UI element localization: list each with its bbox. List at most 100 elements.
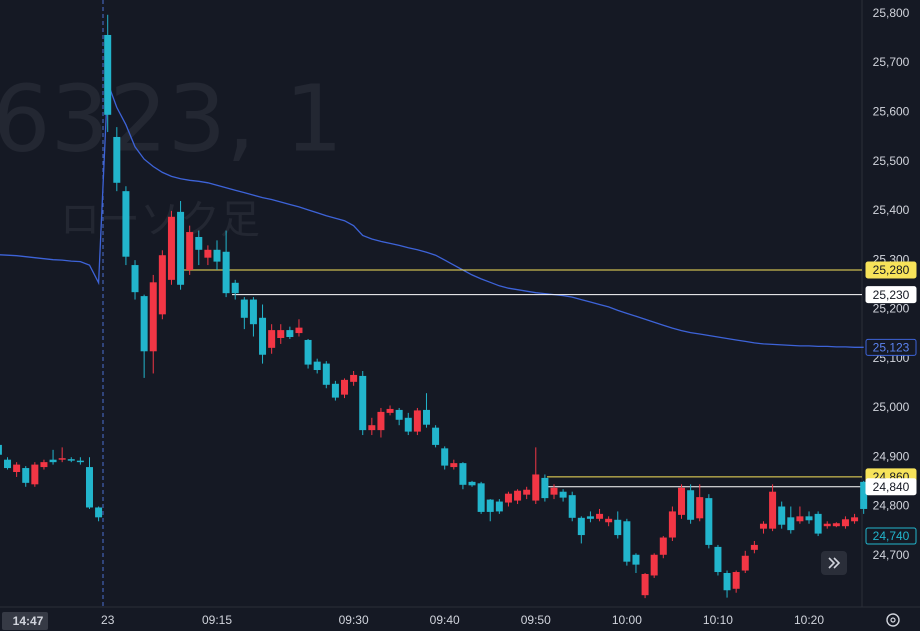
candle-body	[350, 374, 358, 382]
candle-body	[832, 523, 840, 527]
candle-body	[459, 463, 467, 485]
x-tick-label: 09:40	[430, 613, 460, 627]
candle-body	[495, 501, 503, 512]
candle-body	[286, 330, 294, 338]
candle-body	[559, 491, 567, 498]
candle-body	[95, 507, 103, 518]
candle-body	[249, 299, 257, 325]
x-tick-label: 23	[101, 613, 115, 627]
candle-body	[149, 282, 157, 352]
candle-body	[741, 555, 749, 571]
candle-body	[177, 211, 185, 285]
candle-body	[13, 464, 21, 473]
price-label: 25,230	[873, 288, 910, 302]
settings-icon[interactable]	[886, 613, 900, 627]
watermark-sub: ローソク足	[60, 197, 260, 243]
candle-body	[85, 467, 93, 508]
y-tick-label: 25,200	[873, 302, 910, 316]
candle-body	[504, 493, 512, 503]
candle-body	[678, 487, 686, 515]
candle-body	[650, 554, 658, 576]
candle-body	[22, 468, 30, 483]
candle-body	[732, 572, 740, 589]
y-tick-label: 25,000	[873, 400, 910, 414]
candle-body	[523, 489, 531, 495]
candle-body	[140, 296, 148, 352]
candle-body	[313, 361, 321, 371]
candle-body	[213, 249, 221, 262]
candle-body	[550, 487, 558, 495]
crosshair-label: 14:47	[13, 614, 44, 628]
y-tick-label: 25,700	[873, 55, 910, 69]
candle-body	[31, 464, 39, 485]
y-tick-label: 24,800	[873, 499, 910, 513]
candle-body	[368, 425, 376, 431]
candle-body	[40, 462, 48, 468]
price-label-box	[865, 338, 917, 356]
x-tick-label: 10:10	[703, 613, 733, 627]
y-tick-label: 25,500	[873, 154, 910, 168]
candle-body	[404, 417, 412, 432]
candle-body	[623, 521, 631, 562]
candle-body	[432, 427, 440, 445]
candle-body	[477, 483, 485, 512]
candle-body	[860, 481, 868, 509]
candle-body	[122, 191, 130, 257]
candle-body	[277, 330, 285, 338]
candle-body	[49, 459, 57, 463]
candle-body	[632, 554, 640, 565]
candle-body	[167, 216, 175, 280]
y-tick-label: 25,600	[873, 105, 910, 119]
candle-body	[851, 517, 859, 522]
candle-body	[158, 255, 166, 315]
candle-body	[359, 375, 367, 431]
settings-button[interactable]	[886, 613, 900, 627]
x-tick-label: 09:50	[521, 613, 551, 627]
candle-body	[413, 410, 421, 432]
x-tick-label: 10:00	[612, 613, 642, 627]
scroll-icon	[828, 557, 841, 569]
candle-body	[395, 409, 403, 420]
x-tick-label: 10:20	[794, 613, 824, 627]
y-tick-label: 25,400	[873, 203, 910, 217]
crosshair-box	[2, 612, 48, 630]
candle-body	[486, 499, 494, 512]
x-tick-label: 09:15	[202, 613, 232, 627]
y-tick-label: 24,900	[873, 449, 910, 463]
axis-layer: 24,70024,80024,90025,00025,10025,20025,3…	[101, 6, 917, 627]
candle-body	[577, 517, 585, 536]
candle-body	[322, 363, 330, 385]
plot-area	[0, 14, 868, 599]
candle-body	[641, 573, 649, 596]
candle-body	[222, 251, 230, 294]
candle-body	[568, 495, 576, 518]
candle-body	[4, 459, 12, 469]
candle-body	[386, 408, 394, 413]
candle-body	[750, 544, 758, 550]
candle-body	[450, 463, 458, 468]
candle-body	[67, 459, 75, 461]
candle-body	[823, 523, 831, 527]
candle-body	[514, 490, 522, 501]
candle-body	[422, 409, 430, 425]
price-label: 25,123	[873, 341, 910, 355]
x-tick-label: 09:30	[339, 613, 369, 627]
candle-body	[341, 379, 349, 395]
candle-body	[705, 498, 713, 545]
y-tick-label: 25,800	[873, 6, 910, 20]
candle-body	[586, 516, 594, 519]
price-label: 24,740	[873, 529, 910, 543]
candle-body	[195, 236, 203, 250]
candle-body	[696, 497, 704, 519]
candle-body	[805, 516, 813, 521]
price-label-box	[865, 527, 917, 545]
candle-body	[769, 491, 777, 529]
candle-body	[186, 232, 194, 270]
settings-icon-center	[890, 617, 896, 623]
y-tick-label: 24,700	[873, 548, 910, 562]
candle-body	[614, 519, 622, 536]
candle-body	[759, 523, 767, 529]
candle-body	[259, 317, 267, 355]
candle-body	[723, 573, 731, 591]
scroll-button[interactable]	[821, 551, 847, 575]
